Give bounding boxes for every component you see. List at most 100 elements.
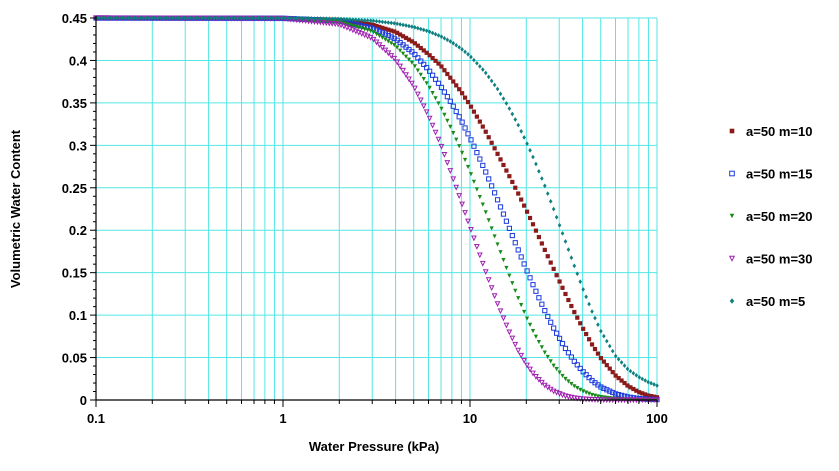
data-point (494, 197, 501, 203)
data-point (129, 15, 134, 21)
data-point (616, 375, 621, 381)
data-point (389, 41, 394, 46)
data-point (445, 118, 450, 123)
data-point (303, 16, 308, 21)
data-point (569, 255, 574, 261)
data-point (403, 54, 409, 59)
data-point (230, 15, 234, 21)
data-point (510, 179, 515, 185)
data-point (503, 322, 510, 329)
data-point (524, 316, 530, 321)
data-point (429, 122, 436, 129)
data-point (268, 15, 273, 21)
data-point (410, 24, 414, 29)
data-point (533, 374, 539, 380)
data-point (111, 15, 116, 21)
y-tick-label: 0.3 (69, 138, 87, 153)
data-point (560, 373, 565, 379)
data-point (459, 119, 465, 125)
data-point (262, 15, 267, 21)
data-point (566, 247, 571, 252)
data-point (492, 234, 497, 239)
data-point (162, 15, 166, 21)
data-point (498, 250, 503, 255)
legend-item: a=50 m=15 (729, 167, 813, 182)
data-point (100, 15, 104, 21)
y-tick-label: 0 (80, 393, 87, 408)
data-point (548, 359, 553, 364)
data-point (221, 15, 225, 21)
data-point (283, 15, 287, 21)
data-point (404, 23, 408, 28)
data-point (598, 384, 604, 390)
data-point (415, 55, 421, 61)
data-point (572, 384, 577, 389)
data-point (447, 98, 453, 104)
data-point (501, 258, 506, 263)
data-point (371, 23, 376, 28)
data-point (382, 31, 388, 37)
data-point (628, 385, 633, 390)
data-point (729, 128, 735, 134)
data-point (515, 347, 522, 354)
data-point (474, 150, 480, 156)
data-point (568, 354, 574, 360)
data-point (572, 309, 577, 315)
data-point (403, 72, 409, 79)
data-point (729, 170, 735, 177)
data-point (400, 34, 406, 39)
data-point (498, 157, 503, 162)
data-point (522, 309, 527, 315)
data-point (536, 339, 541, 345)
data-point (412, 51, 418, 58)
data-point (445, 71, 450, 77)
data-point (469, 54, 473, 60)
data-point (380, 35, 385, 40)
data-point (628, 368, 633, 374)
data-point (471, 235, 477, 242)
data-point (362, 17, 367, 23)
data-point (415, 43, 420, 48)
data-point (476, 252, 483, 259)
data-point (556, 335, 563, 341)
data-point (427, 68, 433, 74)
data-point (209, 15, 213, 21)
data-point (616, 392, 622, 398)
data-point (486, 176, 492, 182)
data-point (421, 61, 427, 67)
data-point (354, 17, 358, 23)
data-point (537, 168, 541, 174)
data-point (444, 160, 451, 166)
data-point (306, 16, 311, 21)
data-point (409, 80, 415, 87)
legend-label: a=50 m=30 (746, 252, 813, 267)
data-point (488, 285, 495, 292)
data-point (563, 376, 568, 382)
data-point (489, 78, 494, 84)
data-point (448, 75, 453, 80)
data-point (144, 15, 148, 21)
data-point (631, 370, 636, 376)
data-point (472, 57, 476, 63)
data-point (486, 218, 491, 223)
data-point (607, 343, 612, 349)
data-point (622, 363, 627, 368)
data-point (424, 65, 430, 71)
data-point (411, 85, 418, 92)
data-point (170, 15, 175, 21)
data-point (655, 383, 659, 388)
data-point (215, 15, 219, 21)
data-point (513, 117, 518, 122)
data-point (527, 215, 533, 221)
data-point (509, 335, 516, 342)
data-point (545, 313, 551, 320)
data-point (571, 358, 577, 364)
data-point (551, 206, 556, 212)
data-point (501, 162, 506, 168)
legend-label: a=50 m=10 (746, 124, 813, 139)
data-point (398, 32, 403, 37)
legend-item: a=50 m=5 (729, 294, 805, 309)
data-point (379, 44, 386, 51)
data-point (463, 49, 467, 55)
